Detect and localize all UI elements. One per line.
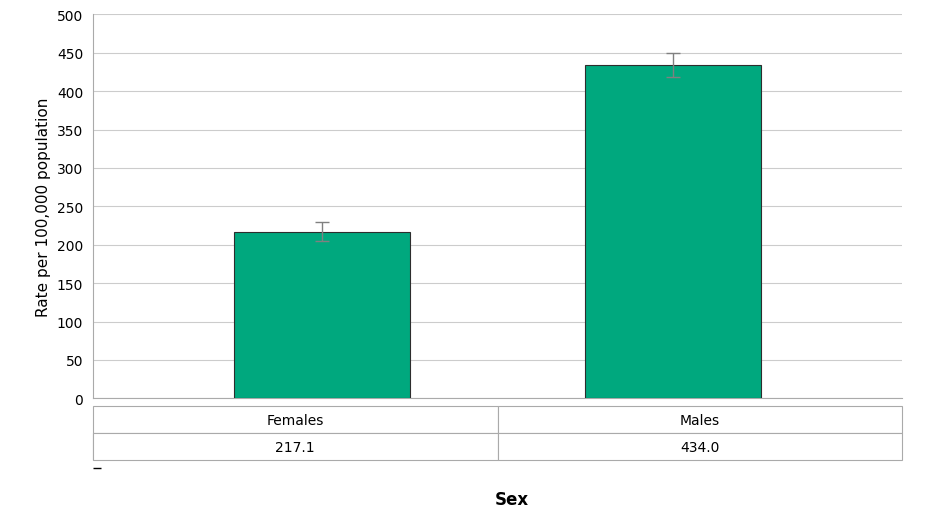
Text: Sex: Sex	[495, 490, 528, 508]
Y-axis label: Rate per 100,000 population: Rate per 100,000 population	[36, 97, 51, 317]
Bar	[233, 232, 409, 399]
Bar	[586, 66, 762, 399]
